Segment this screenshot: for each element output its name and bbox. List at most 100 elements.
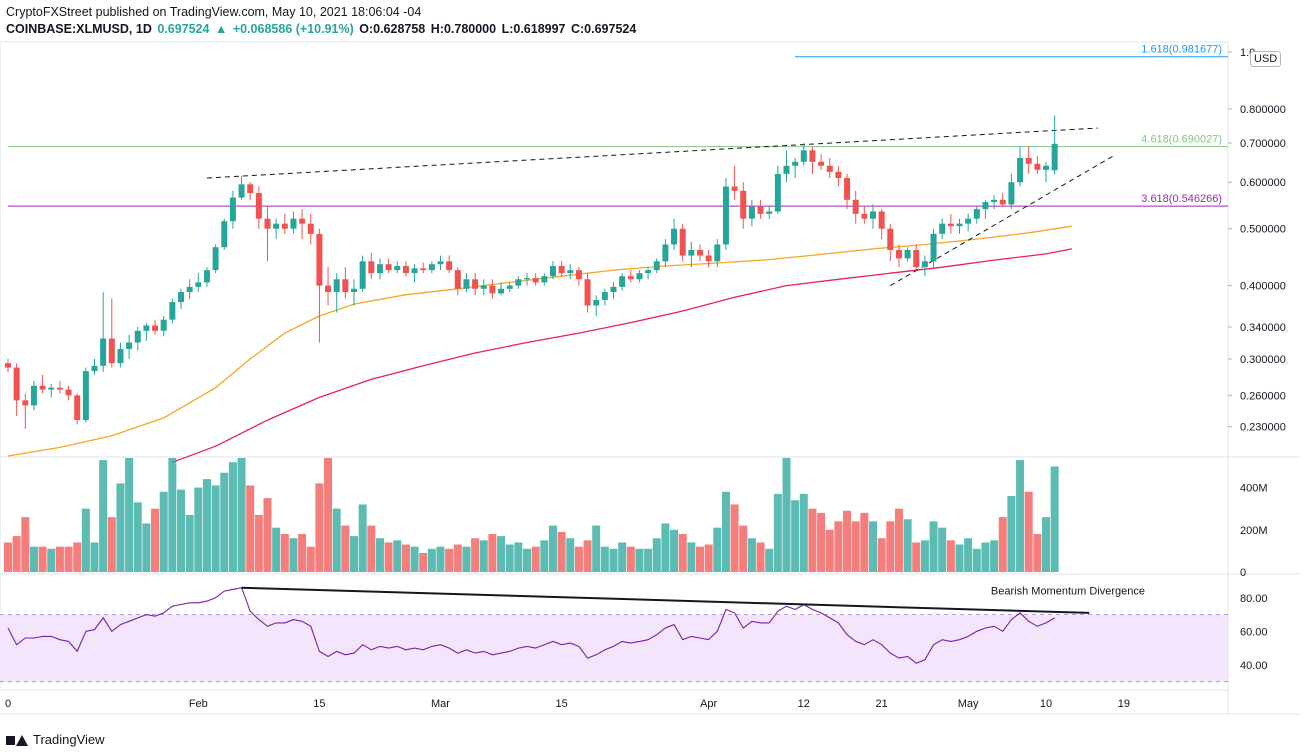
candle-body xyxy=(1025,157,1032,164)
candle-body xyxy=(740,190,747,219)
volume-bar xyxy=(263,498,272,572)
volume-bar xyxy=(332,508,341,572)
candle-body xyxy=(394,265,401,271)
candle-body xyxy=(472,279,479,289)
candle-body xyxy=(74,395,81,421)
ohlc-open: O:0.628758 xyxy=(359,22,426,36)
symbol-name[interactable]: COINBASE:XLMUSD, 1D xyxy=(6,22,152,36)
volume-bar xyxy=(471,538,480,572)
brand-name[interactable]: TradingView xyxy=(33,732,105,747)
candle-body xyxy=(108,338,115,364)
volume-bar xyxy=(254,515,263,572)
candle-body xyxy=(645,270,652,274)
candle-body xyxy=(515,279,522,286)
volume-bar xyxy=(773,493,782,572)
divergence-line xyxy=(241,586,1090,614)
volume-bar xyxy=(548,525,557,572)
candle-body xyxy=(973,209,980,219)
candle-body xyxy=(420,268,427,271)
candle-body xyxy=(601,292,608,301)
candle-body xyxy=(195,282,202,287)
candle-body xyxy=(273,223,280,229)
volume-bar xyxy=(523,548,531,572)
fib-level-label: 1.618(0.981677) xyxy=(1141,44,1222,56)
date-tick-label: 19 xyxy=(1118,698,1130,710)
volume-bar xyxy=(81,508,90,572)
candle-body xyxy=(238,184,245,198)
candle-body xyxy=(437,261,444,265)
currency-badge[interactable]: USD xyxy=(1250,51,1282,67)
candle-body xyxy=(610,286,617,293)
rsi-line xyxy=(7,587,1055,664)
volume-bar xyxy=(479,540,488,572)
candle-body xyxy=(524,278,530,280)
volume-bar xyxy=(1042,517,1050,572)
candle-body xyxy=(671,228,678,245)
candle-body xyxy=(325,285,332,293)
volume-bar xyxy=(644,548,653,572)
volume-bar xyxy=(739,525,748,572)
candle-body xyxy=(965,218,972,224)
candle-body xyxy=(402,265,409,274)
volume-bar xyxy=(159,491,168,572)
candle-body xyxy=(264,218,271,229)
candle-body xyxy=(688,249,695,256)
volume-bar xyxy=(90,542,99,572)
candle-body xyxy=(774,173,781,212)
volume-bar xyxy=(609,548,618,572)
volume-bar xyxy=(938,527,947,572)
volume-bar xyxy=(972,548,981,572)
ohlc-low: L:0.618997 xyxy=(501,22,566,36)
volume-bar xyxy=(125,458,134,572)
volume-bar xyxy=(635,548,644,572)
volume-bar xyxy=(696,546,704,572)
last-price: 0.697524 xyxy=(157,22,210,36)
volume-bar xyxy=(600,546,609,572)
price-tick-label: 0.800000 xyxy=(1240,104,1286,116)
volume-bar xyxy=(410,546,419,572)
candle-body xyxy=(91,365,98,372)
date-tick-label: 10 xyxy=(1040,698,1052,710)
date-tick-label: 0 xyxy=(5,698,11,710)
volume-bar xyxy=(401,544,410,572)
candle-body xyxy=(887,228,894,250)
candle-body xyxy=(281,223,288,229)
candle-body xyxy=(1017,157,1024,183)
volume-bar xyxy=(860,512,869,572)
candle-body xyxy=(748,206,755,219)
symbol-line: COINBASE:XLMUSD, 1D 0.697524 ▲ +0.068586… xyxy=(6,21,638,38)
trendline xyxy=(206,127,1098,179)
candle-body xyxy=(117,348,124,364)
price-tick-label: 0.260000 xyxy=(1240,390,1286,402)
volume-bar xyxy=(661,523,670,572)
ma-slow-line xyxy=(172,248,1073,463)
candle-body xyxy=(229,197,236,222)
candle-body xyxy=(619,276,626,287)
candle-body xyxy=(999,199,1006,205)
volume-bar xyxy=(687,542,696,572)
volume-bar xyxy=(298,534,307,572)
candle-body xyxy=(299,218,306,224)
volume-bar xyxy=(99,460,108,572)
candle-body xyxy=(454,270,461,289)
trendline xyxy=(890,154,1116,287)
volume-bar xyxy=(462,546,471,572)
price-tick-label: 0.700000 xyxy=(1240,138,1286,150)
volume-bar xyxy=(220,472,229,572)
volume-tick-label: 200M xyxy=(1240,525,1268,537)
volume-bar xyxy=(670,529,679,572)
date-tick-label: Apr xyxy=(700,698,717,710)
volume-bar xyxy=(289,538,298,572)
candle-body xyxy=(126,342,133,349)
volume-bar xyxy=(652,538,661,572)
candle-body xyxy=(152,325,159,331)
candle-body xyxy=(826,165,833,172)
volume-bar xyxy=(306,546,315,572)
volume-bar xyxy=(843,510,852,572)
ohlc-close: C:0.697524 xyxy=(570,22,637,36)
volume-bar xyxy=(393,540,402,572)
fib-level-label: 4.618(0.690027) xyxy=(1141,134,1222,146)
volume-bar xyxy=(29,546,38,572)
candle-body xyxy=(351,288,357,293)
